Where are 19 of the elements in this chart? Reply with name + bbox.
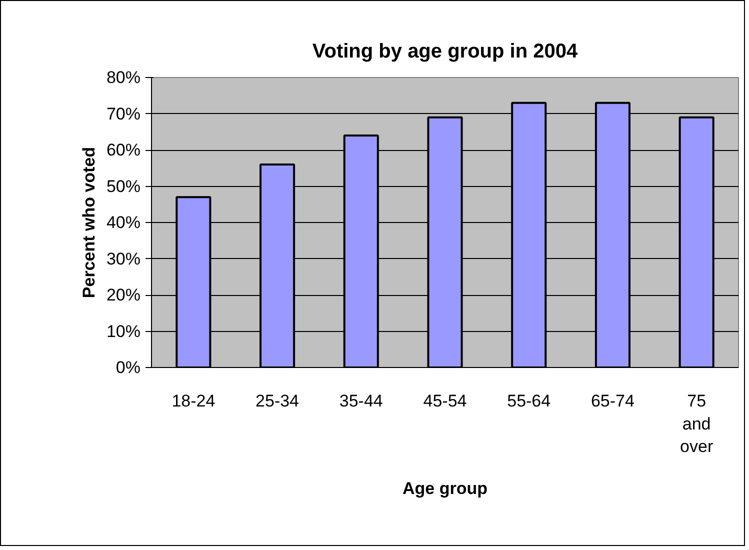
- x-tick-label: 25-34: [256, 392, 300, 410]
- y-axis-title: Percent who voted: [79, 146, 98, 298]
- x-tick-label: 18-24: [172, 392, 216, 410]
- x-tick-label: 65-74: [590, 392, 634, 410]
- x-tick-label: 45-54: [423, 392, 467, 410]
- chart-title: Voting by age group in 2004: [312, 40, 578, 62]
- y-tick-label: 70%: [106, 104, 141, 124]
- x-tick-label: 75 and over: [680, 392, 714, 456]
- y-tick-label: 30%: [106, 249, 141, 268]
- y-tick-label: 20%: [106, 286, 141, 304]
- x-tick-label: 35-44: [339, 392, 383, 410]
- y-tick-label: 0%: [116, 358, 141, 377]
- y-tick-label: 80%: [106, 68, 141, 87]
- y-tick-label: 50%: [106, 176, 141, 196]
- y-tick-label: 40%: [106, 213, 141, 232]
- x-tick-label: 55-64: [507, 392, 551, 410]
- y-tick-label: 60%: [106, 140, 141, 160]
- y-tick-label: 10%: [106, 322, 141, 341]
- x-axis-title: Age group: [402, 479, 488, 498]
